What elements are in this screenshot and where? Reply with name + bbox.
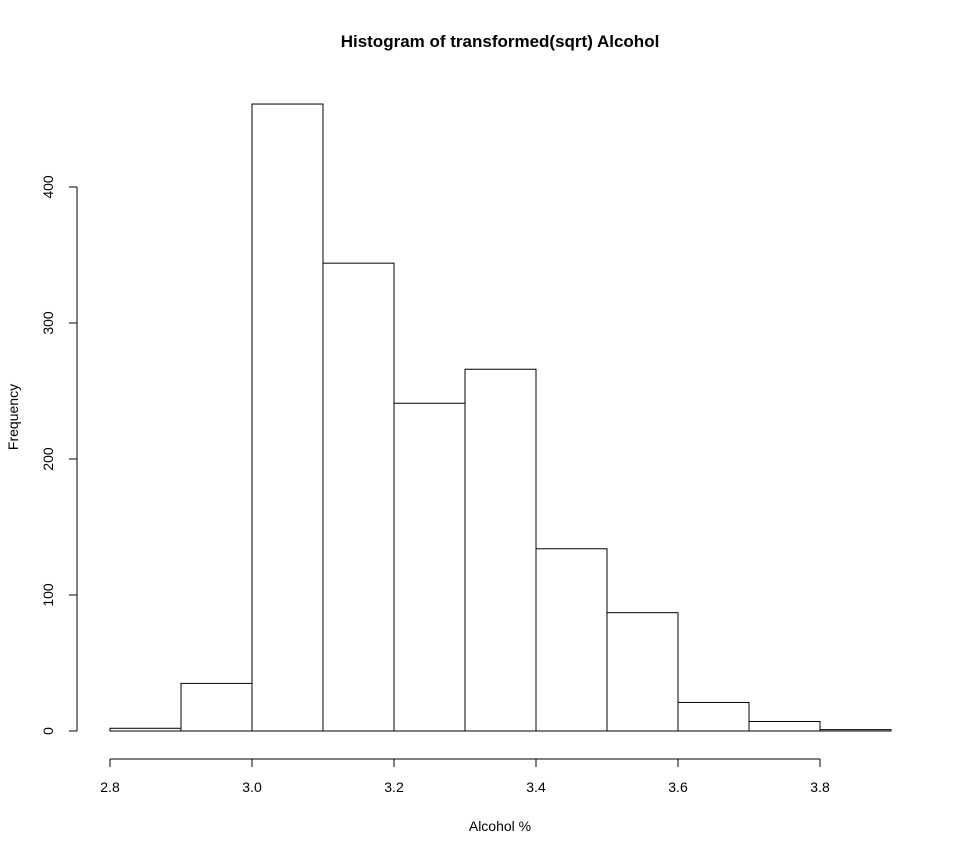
x-tick-label-2: 3.2 bbox=[384, 779, 404, 795]
histogram-bar-3 bbox=[322, 262, 395, 732]
histogram-bar-2 bbox=[251, 103, 324, 732]
x-axis: 2.8 3.0 3.2 3.4 3.6 3.8 bbox=[100, 758, 830, 795]
histogram-bar-6 bbox=[535, 548, 608, 732]
histogram-bar-0 bbox=[109, 727, 182, 732]
bars-group bbox=[109, 103, 892, 732]
x-tick-label-4: 3.6 bbox=[668, 779, 688, 795]
histogram-bar-7 bbox=[606, 612, 679, 732]
histogram-bar-8 bbox=[677, 701, 750, 732]
histogram-bar-1 bbox=[180, 682, 253, 732]
x-tick-label-5: 3.8 bbox=[810, 779, 830, 795]
y-tick-label-4: 400 bbox=[40, 175, 56, 199]
histogram-bar-9 bbox=[748, 720, 821, 732]
y-tick-label-2: 200 bbox=[40, 447, 56, 471]
y-axis-label: Frequency bbox=[5, 384, 21, 450]
x-axis-label: Alcohol % bbox=[469, 818, 531, 834]
chart-title: Histogram of transformed(sqrt) Alcohol bbox=[341, 32, 660, 51]
x-tick-label-1: 3.0 bbox=[242, 779, 262, 795]
x-tick-label-0: 2.8 bbox=[100, 779, 120, 795]
y-tick-label-1: 100 bbox=[40, 583, 56, 607]
x-tick-label-3: 3.4 bbox=[526, 779, 546, 795]
y-tick-label-0: 0 bbox=[40, 727, 56, 735]
histogram-bar-5 bbox=[464, 368, 537, 732]
y-axis: 0 100 200 300 400 bbox=[40, 175, 78, 735]
histogram-bar-10 bbox=[819, 729, 892, 732]
y-tick-label-3: 300 bbox=[40, 311, 56, 335]
histogram-bar-4 bbox=[393, 402, 466, 732]
